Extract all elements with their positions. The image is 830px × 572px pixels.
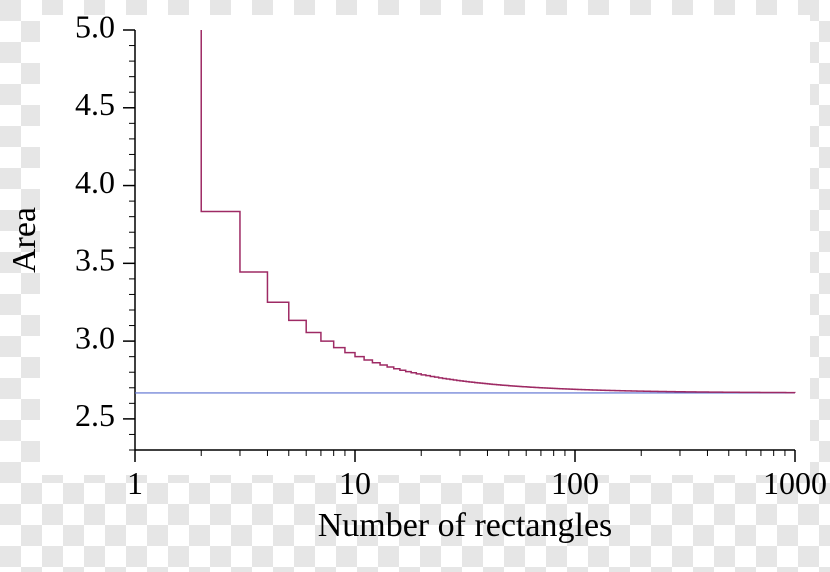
y-axis-label: Area <box>6 207 43 273</box>
x-tick-label: 100 <box>551 465 599 501</box>
x-tick-label: 1000 <box>763 465 827 501</box>
y-tick-label: 3.0 <box>75 319 115 355</box>
x-tick-label: 1 <box>127 465 143 501</box>
y-tick-label: 3.5 <box>75 242 115 278</box>
x-axis-label: Number of rectangles <box>318 507 613 544</box>
y-tick-label: 5.0 <box>75 8 115 44</box>
y-tick-label: 2.5 <box>75 397 115 433</box>
x-tick-label: 10 <box>339 465 371 501</box>
y-tick-label: 4.0 <box>75 164 115 200</box>
y-tick-label: 4.5 <box>75 86 115 122</box>
plot-background <box>40 15 810 475</box>
area-vs-rectangles-chart: 2.5 3.0 3.5 4.0 4.5 5.0 1 10 100 1000 Area Numbe… <box>0 0 830 572</box>
chart-container: 2.5 3.0 3.5 4.0 4.5 5.0 1 10 100 1000 Area Numbe… <box>0 0 830 572</box>
